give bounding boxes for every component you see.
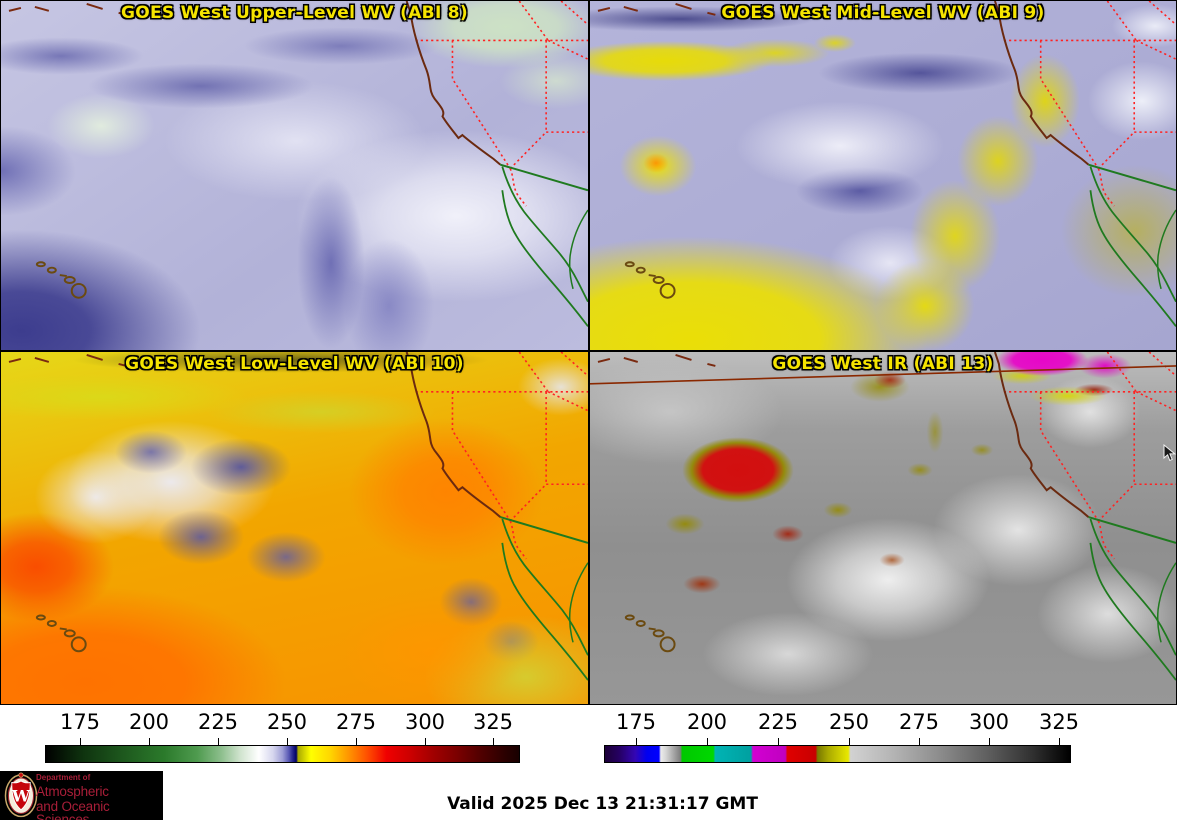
satellite-image-upper-wv — [1, 1, 588, 350]
panel-low-level-wv[interactable]: GOES West Low-Level WV (ABI 10) — [0, 351, 589, 705]
valid-timestamp: Valid 2025 Dec 13 21:31:17 GMT — [447, 794, 758, 814]
panel-title: GOES West Upper-Level WV (ABI 8) — [120, 3, 468, 23]
colorbar-tick-label: 250 — [828, 710, 870, 734]
ir-colorbar — [604, 745, 1071, 763]
svg-text:W: W — [11, 787, 31, 806]
satellite-image-ir — [590, 352, 1176, 704]
colorbar-tick-mark — [919, 738, 920, 745]
logo-line-1: Atmospheric — [36, 784, 109, 799]
colorbar-tick-mark — [356, 738, 357, 745]
panel-title: GOES West IR (ABI 13) — [772, 354, 994, 374]
colorbar-tick-label: 200 — [128, 710, 170, 734]
panel-title: GOES West Mid-Level WV (ABI 9) — [721, 3, 1045, 23]
colorbar-tick-label: 300 — [968, 710, 1010, 734]
colorbar-tick-label: 325 — [472, 710, 514, 734]
colorbar-tick-mark — [425, 738, 426, 745]
aos-logo[interactable]: W Department of Atmospheric and Oceanic … — [0, 771, 163, 820]
latitude-line — [590, 365, 1176, 385]
satellite-image-low-wv — [1, 352, 588, 704]
map-overlay — [590, 352, 1176, 682]
colorbar-tick-label: 225 — [197, 710, 239, 734]
colorbar-tick-mark — [149, 738, 150, 745]
colorbar-tick-label: 225 — [757, 710, 799, 734]
colorbar-tick-label: 175 — [59, 710, 101, 734]
panel-mid-level-wv[interactable]: GOES West Mid-Level WV (ABI 9) — [589, 0, 1177, 351]
colorbar-tick-mark — [989, 738, 990, 745]
colorbar-tick-mark — [493, 738, 494, 745]
panel-ir[interactable]: GOES West IR (ABI 13) — [589, 351, 1177, 705]
colorbar-tick-label: 250 — [266, 710, 308, 734]
panel-upper-level-wv[interactable]: GOES West Upper-Level WV (ABI 8) — [0, 0, 589, 351]
colorbar-tick-label: 325 — [1038, 710, 1080, 734]
colorbar-tick-mark — [80, 738, 81, 745]
mouse-cursor-icon — [1163, 444, 1177, 462]
wv-colorbar — [45, 745, 520, 763]
colorbar-tick-mark — [707, 738, 708, 745]
colorbar-tick-label: 300 — [404, 710, 446, 734]
colorbar-tick-mark — [636, 738, 637, 745]
map-overlay — [7, 1, 588, 328]
map-overlay — [7, 352, 588, 682]
colorbar-tick-mark — [287, 738, 288, 745]
colorbar-region: 175 200 225 250 275 300 325 175 200 225 … — [0, 705, 1177, 771]
colorbar-tick-mark — [778, 738, 779, 745]
logo-dept-line: Department of — [36, 773, 91, 782]
panel-title: GOES West Low-Level WV (ABI 10) — [125, 354, 464, 374]
colorbar-tick-mark — [1059, 738, 1060, 745]
colorbar-tick-label: 175 — [615, 710, 657, 734]
uw-crest-icon: W — [4, 772, 38, 818]
colorbar-tick-label: 275 — [898, 710, 940, 734]
colorbar-tick-label: 275 — [335, 710, 377, 734]
logo-line-2: and Oceanic Sciences — [36, 798, 110, 820]
colorbar-tick-mark — [218, 738, 219, 745]
map-overlay — [596, 1, 1176, 328]
colorbar-tick-label: 200 — [686, 710, 728, 734]
colorbar-tick-mark — [849, 738, 850, 745]
satellite-image-mid-wv — [590, 1, 1176, 350]
logo-text: Department of Atmospheric and Oceanic Sc… — [36, 774, 163, 820]
